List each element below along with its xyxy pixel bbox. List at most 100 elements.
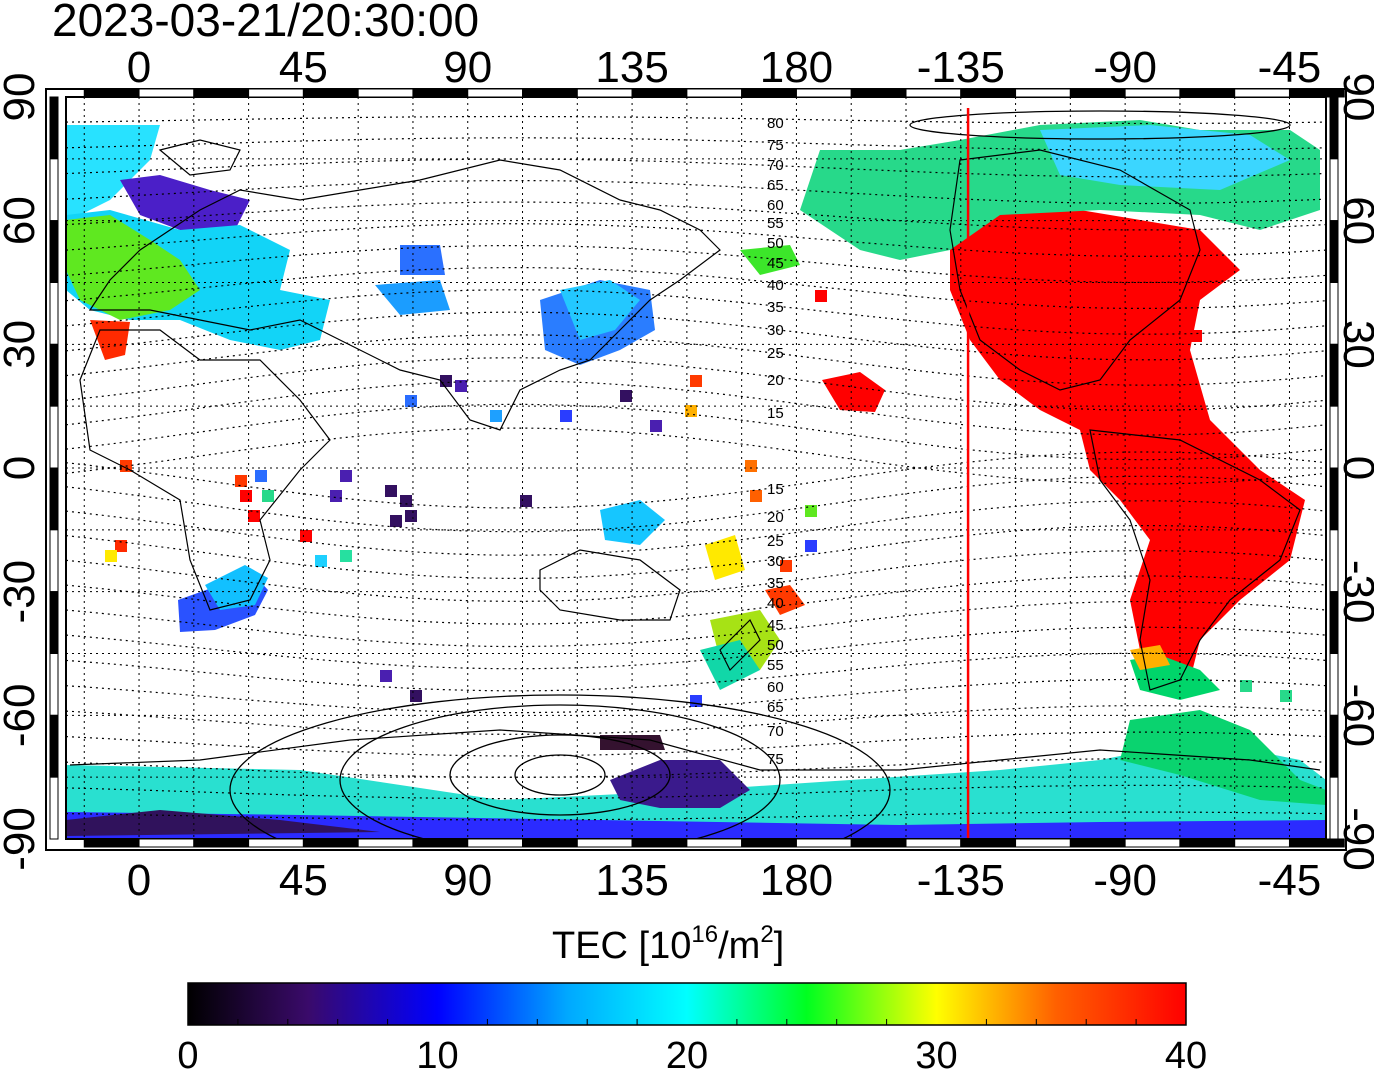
tec-pixel xyxy=(400,495,412,507)
axis-bar-segment xyxy=(1069,838,1126,848)
tec-patch xyxy=(400,245,445,275)
tec-pixel xyxy=(745,460,757,472)
contour-label: 20 xyxy=(767,372,784,389)
tec-patch xyxy=(66,215,200,320)
axis-bar-segment xyxy=(1179,838,1236,848)
axis-bar-segment xyxy=(1179,88,1236,98)
dip-contour-line xyxy=(66,575,1326,625)
dip-contour-line xyxy=(66,811,1326,821)
lon-tick-label-bottom: -45 xyxy=(1258,856,1322,905)
tec-patch xyxy=(700,640,760,690)
axis-bar-segment xyxy=(49,405,59,469)
colorbar-tick-label: 0 xyxy=(177,1035,198,1073)
tec-patch xyxy=(822,372,885,412)
tec-pixel xyxy=(105,550,117,562)
axis-bar-segment xyxy=(905,838,962,848)
contour-label: 60 xyxy=(767,197,784,214)
tec-pixel xyxy=(780,560,792,572)
dip-contour-line xyxy=(66,223,1326,257)
dip-contour-line xyxy=(66,524,1326,579)
dip-contour-line xyxy=(66,311,1326,361)
tec-pixel xyxy=(1240,680,1252,692)
dip-contours xyxy=(66,115,1326,821)
tec-pixel xyxy=(620,390,632,402)
axis-bar-segment xyxy=(302,838,359,848)
axis-bar-segment xyxy=(412,838,469,848)
tec-pixel xyxy=(815,290,827,302)
lon-tick-label-bottom: 45 xyxy=(279,856,328,905)
lon-tick-label-top: 45 xyxy=(279,43,328,92)
contour-label: 30 xyxy=(767,322,784,339)
dip-contour-line xyxy=(66,731,1326,757)
lat-tick-label-right: -30 xyxy=(1334,560,1374,624)
axis-bar-segment xyxy=(49,653,59,716)
lon-tick-label-bottom: -90 xyxy=(1093,856,1157,905)
tec-pixel xyxy=(255,470,267,482)
axis-bar-segment xyxy=(83,838,140,848)
axis-bar-segment xyxy=(960,838,1017,848)
lon-tick-label-bottom: -135 xyxy=(917,856,1005,905)
tec-patch xyxy=(205,565,268,610)
tec-pixel xyxy=(248,510,260,522)
tec-patch xyxy=(560,280,640,340)
lon-tick-label-bottom: 135 xyxy=(595,856,668,905)
lat-ticks-right: 90 60 30 0 -30 -60 -90 xyxy=(1334,73,1374,871)
tec-pixel xyxy=(1280,690,1292,702)
dip-contour-line xyxy=(66,158,1326,178)
dip-contour-line xyxy=(66,549,1326,602)
tec-patch xyxy=(375,280,450,315)
axis-bar-segment xyxy=(522,88,578,98)
axis-bar-segment xyxy=(686,88,743,98)
colorbar-tick-label: 30 xyxy=(915,1035,957,1073)
tec-patch xyxy=(610,760,750,808)
tec-patch xyxy=(600,735,665,750)
dip-contour-line xyxy=(66,245,1326,283)
tec-pixel xyxy=(300,530,312,542)
contour-label: 80 xyxy=(767,115,784,132)
axis-bar-segment xyxy=(49,467,59,531)
contour-label: 55 xyxy=(767,657,784,674)
contour-label: 40 xyxy=(767,277,784,294)
contour-label: 15 xyxy=(767,405,784,422)
contour-label: 25 xyxy=(767,345,784,362)
dip-contour-line xyxy=(66,357,1326,411)
dip-contour-line xyxy=(66,652,1326,692)
lon-tick-label-bottom: 0 xyxy=(127,856,151,905)
colorbar-tick-label: 40 xyxy=(1165,1035,1207,1073)
lat-tick-label-right: 90 xyxy=(1334,73,1374,122)
tec-pixel xyxy=(650,420,662,432)
axis-bar-segment xyxy=(1015,838,1071,848)
axis-bar-segment xyxy=(49,591,59,655)
axis-bar-segment xyxy=(49,343,59,407)
lat-tick-label-right: 30 xyxy=(1334,320,1374,369)
tec-pixel xyxy=(805,540,817,552)
dip-contour-line xyxy=(66,626,1326,670)
lat-tick-label-left: 60 xyxy=(0,196,44,245)
contour-label: 35 xyxy=(767,575,784,592)
dip-contour-line xyxy=(66,678,1326,714)
axis-bar-segment xyxy=(795,838,852,848)
dip-contour-line xyxy=(66,137,1326,151)
axis-bar-segment xyxy=(357,838,414,848)
tec-pixel xyxy=(115,540,127,552)
tec-pixel xyxy=(385,485,397,497)
tec-patch xyxy=(705,535,745,580)
contour-label: 70 xyxy=(767,157,784,174)
axis-bar-segment xyxy=(1015,88,1071,98)
contour-label: 15 xyxy=(767,481,784,498)
lat-tick-label-left: -90 xyxy=(0,807,44,871)
map-title: 2023-03-21/20:30:00 xyxy=(52,0,479,46)
tec-patch xyxy=(120,175,250,240)
axis-bar-segment xyxy=(741,838,797,848)
axis-bar-segment xyxy=(193,88,250,98)
tec-patch xyxy=(950,210,1305,690)
lat-tick-label-left: 90 xyxy=(0,73,44,122)
contour-label: 45 xyxy=(767,617,784,634)
dip-contour-line xyxy=(66,267,1326,309)
axis-bar-segment xyxy=(49,220,59,284)
contour-label: 20 xyxy=(767,509,784,526)
lon-tick-label-top: 180 xyxy=(760,43,833,92)
dip-contour-line xyxy=(66,380,1326,436)
contour-label: 65 xyxy=(767,699,784,716)
dip-contour-line xyxy=(66,475,1326,533)
